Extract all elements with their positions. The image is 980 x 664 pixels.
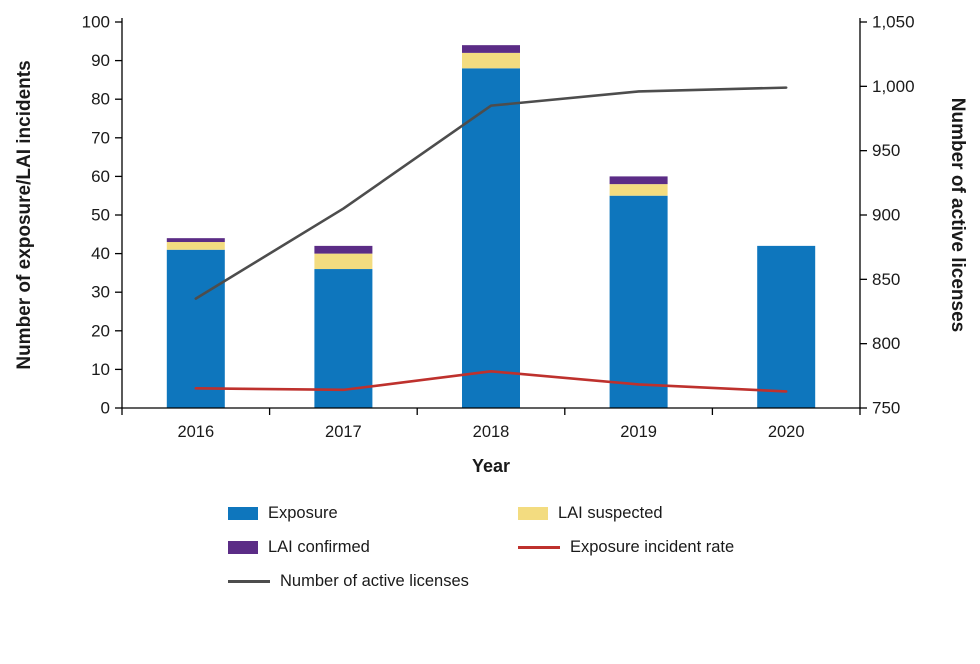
lai-confirmed-swatch <box>228 541 258 554</box>
legend-label: Number of active licenses <box>280 572 469 590</box>
right-axis-tick-label: 1,050 <box>872 13 915 32</box>
bar-segment-exposure <box>166 249 225 408</box>
right-axis-title: Number of active licenses <box>947 98 968 332</box>
bar-segment-lai-suspected <box>166 242 225 250</box>
right-axis-tick-label: 1,000 <box>872 77 915 96</box>
right-axis-tick-label: 750 <box>872 399 900 418</box>
left-axis-tick-label: 90 <box>91 51 110 70</box>
legend-label: Exposure incident rate <box>570 538 735 556</box>
line-exposure-incident-rate <box>194 370 788 393</box>
x-axis-title: Year <box>472 456 510 476</box>
legend-label: Exposure <box>268 504 338 522</box>
bar-segment-lai-confirmed <box>314 245 373 254</box>
left-axis-tick-label: 70 <box>91 128 110 147</box>
bar-segment-lai-suspected <box>609 184 668 196</box>
exposure-incident-rate-swatch <box>518 546 560 549</box>
bar-segment-lai-suspected <box>314 253 373 270</box>
left-axis-tick-label: 60 <box>91 167 110 186</box>
x-tick-label: 2019 <box>620 423 657 441</box>
bar-segment-lai-confirmed <box>462 45 520 53</box>
line-number-of-active-licenses <box>194 86 788 300</box>
legend-item-exposure-incident-rate: Exposure incident rate <box>518 538 734 557</box>
bar-segment-exposure <box>314 269 373 408</box>
legend-label: LAI suspected <box>558 504 663 522</box>
bar-segment-lai-confirmed <box>609 176 668 185</box>
left-axis-title: Number of exposure/LAI incidents <box>14 60 35 369</box>
left-axis-tick-label: 40 <box>91 244 110 263</box>
right-axis-tick-label: 850 <box>872 270 900 289</box>
bar-segment-lai-confirmed <box>166 238 225 243</box>
legend-item-active-licenses: Number of active licenses <box>228 572 469 591</box>
left-axis-tick-label: 30 <box>91 283 110 302</box>
bar-segment-exposure <box>609 195 668 408</box>
right-axis-tick-label: 800 <box>872 334 900 353</box>
left-axis-tick-label: 100 <box>82 13 110 32</box>
chart: 0 10 20 30 40 50 60 70 80 90 100 750 800 850 900 950 1,0… <box>14 13 968 477</box>
left-axis-tick-label: 50 <box>91 206 110 225</box>
legend-item-lai-suspected: LAI suspected <box>518 504 663 523</box>
bar-segment-exposure <box>757 245 816 408</box>
left-axis-tick-label: 20 <box>91 321 110 340</box>
lai-suspected-swatch <box>518 507 548 520</box>
legend-label: LAI confirmed <box>268 538 370 556</box>
legend-item-lai-confirmed: LAI confirmed <box>228 538 370 557</box>
x-tick-label: 2018 <box>473 423 510 441</box>
left-axis-tick-label: 10 <box>91 360 110 379</box>
left-axis-tick-label: 80 <box>91 90 110 109</box>
exposure-swatch <box>228 507 258 520</box>
x-tick-label: 2020 <box>768 423 805 441</box>
active-licenses-swatch <box>228 580 270 583</box>
bar-segment-lai-suspected <box>462 52 520 69</box>
legend-item-exposure: Exposure <box>228 504 338 523</box>
x-tick-label: 2017 <box>325 423 362 441</box>
left-axis-tick-label: 0 <box>101 399 110 418</box>
right-axis-tick-label: 900 <box>872 206 900 225</box>
x-tick-label: 2016 <box>177 423 214 441</box>
right-axis-tick-label: 950 <box>872 141 900 160</box>
bar-segment-exposure <box>462 68 520 408</box>
